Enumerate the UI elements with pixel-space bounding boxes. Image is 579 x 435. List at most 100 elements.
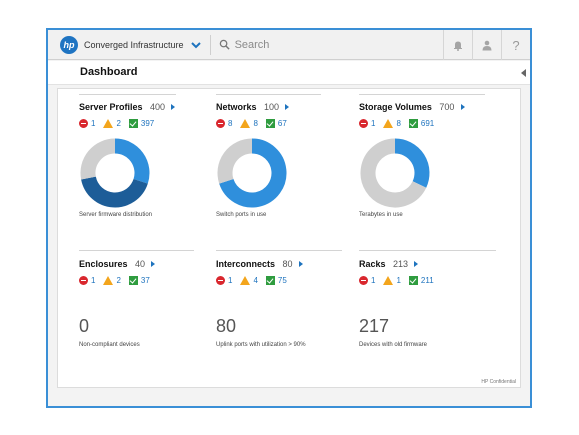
critical-status[interactable]: 1	[359, 276, 375, 285]
donut-slice-0[interactable]	[394, 138, 430, 188]
card-count[interactable]: 80	[282, 259, 293, 269]
card-header[interactable]: Storage Volumes 700	[359, 97, 465, 112]
critical-icon	[216, 119, 225, 128]
ok-status[interactable]: 37	[128, 276, 150, 285]
chart-caption: Switch ports in use	[216, 212, 267, 218]
critical-status[interactable]: 1	[216, 276, 232, 285]
toolbar-icons: ?	[443, 30, 530, 60]
warning-status[interactable]: 8	[383, 119, 401, 128]
card-header[interactable]: Racks 213	[359, 254, 419, 269]
card-title[interactable]: Networks	[216, 102, 257, 112]
donut-slice-2[interactable]	[80, 138, 116, 180]
card-count[interactable]: 40	[134, 259, 145, 269]
metric-caption: Non-compliant devices	[79, 342, 140, 348]
ok-count: 211	[420, 276, 434, 285]
warning-status[interactable]: 8	[240, 119, 258, 128]
status-counts: 1 4 75	[216, 276, 295, 285]
metric-value[interactable]: 217	[359, 316, 390, 336]
warning-count: 8	[396, 119, 401, 128]
search-input[interactable]	[234, 38, 415, 51]
help-button[interactable]: ?	[501, 30, 530, 60]
warning-count: 4	[253, 276, 258, 285]
card-divider	[216, 94, 321, 95]
critical-status[interactable]: 1	[79, 119, 95, 128]
notifications-button[interactable]	[443, 30, 472, 60]
card-divider	[216, 250, 342, 251]
dashboard-panel: Server Profiles 400 1 2 397 Server firmw…	[57, 88, 521, 388]
arrow-right-icon[interactable]	[285, 104, 290, 110]
warning-status[interactable]: 1	[383, 276, 401, 285]
arrow-right-icon[interactable]	[298, 261, 303, 267]
donut-chart[interactable]	[216, 137, 288, 209]
metric-value[interactable]: 0	[79, 316, 90, 336]
hp-logo[interactable]: hp	[60, 35, 78, 54]
chart-caption: Terabytes in use	[359, 212, 403, 218]
card-title[interactable]: Enclosures	[79, 259, 128, 269]
card-title[interactable]: Storage Volumes	[359, 102, 432, 112]
card-count[interactable]: 213	[392, 259, 409, 269]
chevron-down-icon[interactable]	[190, 39, 202, 51]
card-count[interactable]: 400	[150, 102, 166, 112]
donut-slice-1[interactable]	[217, 138, 253, 184]
critical-icon	[79, 119, 88, 128]
card-header[interactable]: Enclosures 40	[79, 254, 156, 269]
donut-chart[interactable]	[359, 137, 431, 209]
critical-status[interactable]: 1	[79, 276, 95, 285]
search-box[interactable]	[219, 34, 439, 56]
card-title[interactable]: Interconnects	[216, 259, 276, 269]
donut-slice-1[interactable]	[81, 176, 148, 208]
warning-status[interactable]: 2	[103, 119, 121, 128]
warning-count: 2	[116, 276, 121, 285]
donut-slice-0[interactable]	[219, 138, 287, 208]
critical-status[interactable]: 8	[216, 119, 232, 128]
warning-icon	[240, 276, 251, 285]
card-count[interactable]: 100	[263, 102, 279, 112]
card-title[interactable]: Server Profiles	[79, 102, 143, 112]
card-divider	[79, 94, 176, 95]
card-header[interactable]: Server Profiles 400	[79, 97, 176, 112]
help-icon: ?	[512, 37, 520, 53]
arrow-right-icon[interactable]	[414, 261, 419, 267]
warning-icon	[103, 119, 114, 128]
donut-slice-1[interactable]	[360, 138, 427, 208]
card-enclosures: Enclosures 40 1 2 37 0 Non-compliant dev…	[79, 250, 199, 374]
ok-count: 691	[420, 119, 435, 128]
ok-check-icon	[128, 276, 138, 285]
bell-icon	[454, 41, 462, 51]
user-button[interactable]	[472, 30, 501, 60]
card-storage-volumes: Storage Volumes 700 1 8 691 Terabytes in…	[359, 94, 489, 247]
card-title[interactable]: Racks	[359, 259, 386, 269]
ok-count: 67	[277, 119, 287, 128]
critical-status[interactable]: 1	[359, 119, 375, 128]
ok-status[interactable]: 691	[408, 119, 435, 128]
card-networks: Networks 100 8 8 67 Switch ports in use	[216, 94, 326, 247]
donut-chart[interactable]	[79, 137, 151, 209]
warning-status[interactable]: 4	[240, 276, 258, 285]
card-count[interactable]: 700	[439, 102, 455, 112]
card-divider	[359, 94, 485, 95]
arrow-right-icon[interactable]	[151, 261, 156, 267]
critical-icon	[216, 276, 225, 285]
arrow-right-icon[interactable]	[460, 104, 465, 110]
card-header[interactable]: Interconnects 80	[216, 254, 303, 269]
metric-value[interactable]: 80	[216, 316, 237, 336]
app-title[interactable]: Converged Infrastructure	[84, 39, 184, 50]
collapse-arrow-icon[interactable]	[521, 69, 526, 77]
donut-slice-0[interactable]	[114, 138, 150, 184]
top-navigation-bar: hp Converged Infrastructure	[48, 30, 530, 60]
metric-caption: Uplink ports with utilization > 90%	[216, 342, 306, 348]
ok-status[interactable]: 397	[128, 119, 154, 128]
ok-status[interactable]: 67	[265, 119, 287, 128]
ok-status[interactable]: 211	[408, 276, 434, 285]
status-counts: 1 2 37	[79, 276, 158, 285]
ok-status[interactable]: 75	[265, 276, 287, 285]
app-window: hp Converged Infrastructure	[46, 28, 532, 408]
chart-caption: Server firmware distribution	[79, 212, 153, 218]
warning-status[interactable]: 2	[103, 276, 121, 285]
card-header[interactable]: Networks 100	[216, 97, 290, 112]
arrow-right-icon[interactable]	[171, 104, 176, 110]
divider	[209, 34, 211, 55]
status-counts: 1 8 691	[359, 119, 442, 128]
metric-caption: Devices with old firmware	[359, 342, 428, 348]
page-header: Dashboard	[48, 61, 530, 85]
